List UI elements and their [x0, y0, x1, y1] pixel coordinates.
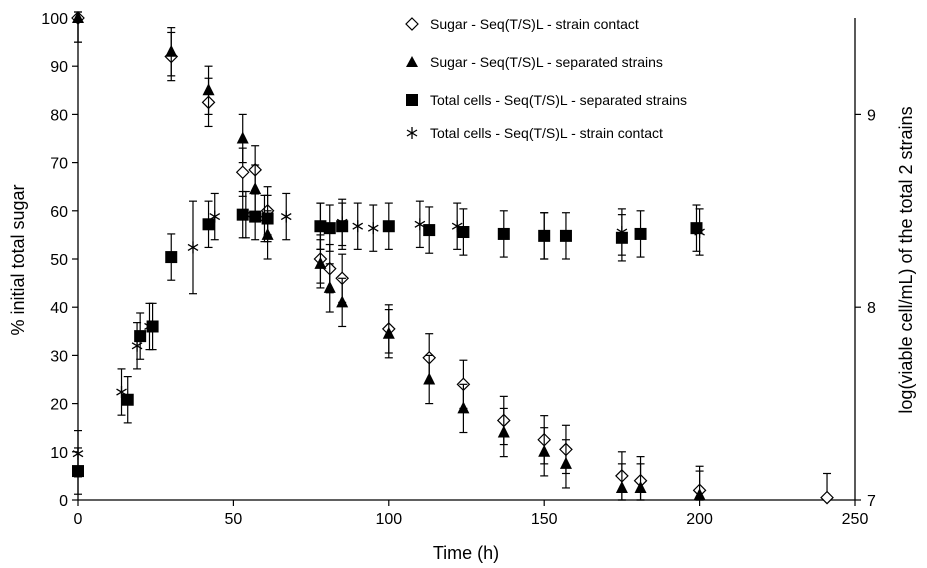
y2-tick-label: 9	[867, 107, 876, 124]
y2-ticks: 7 8 9	[855, 107, 876, 510]
asterisk-marker	[187, 241, 199, 254]
triangle-marker	[165, 44, 178, 57]
y2-axis-title: log(viable cell/mL) of the total 2 strai…	[896, 106, 916, 413]
asterisk-marker	[240, 208, 252, 221]
asterisk-marker	[72, 447, 84, 460]
x-tick-label: 50	[225, 511, 243, 528]
series-layer	[71, 11, 834, 505]
asterisk-marker	[116, 386, 127, 399]
asterisk-marker	[144, 320, 155, 333]
square-marker	[134, 330, 147, 343]
square-marker	[249, 210, 262, 223]
legend-label-sugar-separated: Sugar - Seq(T/S)L - separated strains	[430, 54, 663, 70]
triangle-marker	[559, 456, 572, 469]
triangle-marker	[615, 480, 628, 493]
y-tick-label: 40	[50, 300, 68, 317]
y-tick-label: 80	[50, 107, 68, 124]
asterisk-marker	[616, 226, 628, 239]
legend-marker-cells-separated	[406, 94, 418, 106]
x-ticks: 0 50 100 150 200 250	[74, 500, 869, 528]
legend-marker-sugar-contact	[405, 17, 419, 31]
triangle-marker	[314, 256, 327, 269]
asterisk-marker	[209, 210, 221, 223]
triangle-marker	[249, 182, 262, 195]
diamond-marker	[235, 165, 250, 180]
series-2	[72, 190, 703, 495]
triangle-marker	[323, 280, 336, 293]
asterisk-marker	[694, 226, 705, 239]
y-tick-label: 60	[50, 204, 68, 221]
square-marker	[559, 229, 572, 242]
series-0	[71, 11, 834, 505]
asterisk-marker	[259, 212, 270, 225]
legend-marker-cells-contact	[406, 127, 418, 139]
y-tick-label: 30	[50, 348, 68, 365]
legend: Sugar - Seq(T/S)L - strain contact Sugar…	[405, 16, 687, 141]
square-marker	[423, 224, 436, 237]
x-tick-label: 150	[531, 511, 558, 528]
asterisk-marker	[367, 222, 379, 235]
legend-marker-sugar-separated	[406, 56, 418, 67]
triangle-marker	[497, 425, 510, 438]
y-tick-label: 90	[50, 59, 68, 76]
y-tick-label: 100	[41, 11, 68, 28]
y-ticks: 0 10 20 30 40 50 60 70 80 90 100	[41, 11, 78, 510]
y-tick-label: 50	[50, 252, 68, 269]
triangle-marker	[382, 326, 395, 339]
y-tick-label: 70	[50, 156, 68, 173]
asterisk-marker	[352, 220, 364, 233]
plot-area	[77, 18, 856, 501]
asterisk-marker	[451, 220, 463, 233]
triangle-marker	[457, 401, 470, 414]
asterisk-marker	[414, 218, 426, 231]
square-marker	[497, 227, 510, 240]
triangle-marker	[423, 372, 436, 385]
square-marker	[457, 226, 470, 239]
square-marker	[382, 220, 395, 233]
x-tick-label: 0	[74, 511, 83, 528]
x-tick-label: 200	[686, 511, 713, 528]
legend-label-sugar-contact: Sugar - Seq(T/S)L - strain contact	[430, 16, 639, 32]
triangle-marker	[693, 488, 706, 501]
y-tick-label: 10	[50, 445, 68, 462]
series-3	[72, 190, 705, 478]
y2-tick-label: 7	[867, 493, 876, 510]
square-marker	[165, 251, 178, 264]
triangle-marker	[336, 295, 349, 308]
square-marker	[121, 393, 134, 406]
asterisk-marker	[336, 216, 348, 229]
asterisk-marker	[315, 220, 326, 233]
triangle-marker	[236, 131, 249, 144]
y2-tick-label: 8	[867, 300, 876, 317]
square-marker	[323, 222, 336, 235]
triangle-marker	[72, 11, 84, 23]
triangle-marker	[634, 480, 647, 493]
legend-label-cells-contact: Total cells - Seq(T/S)L - strain contact	[430, 125, 663, 141]
legend-label-cells-separated: Total cells - Seq(T/S)L - separated stra…	[430, 92, 687, 108]
x-tick-label: 100	[375, 511, 402, 528]
y-axis-title: % initial total sugar	[8, 184, 28, 335]
triangle-marker	[538, 444, 551, 457]
square-marker	[634, 227, 647, 240]
y-tick-label: 0	[59, 493, 68, 510]
x-axis-title: Time (h)	[433, 543, 499, 563]
asterisk-marker	[131, 339, 143, 352]
asterisk-marker	[538, 229, 550, 242]
y-tick-label: 20	[50, 397, 68, 414]
triangle-marker	[202, 83, 215, 96]
asterisk-marker	[280, 210, 292, 223]
x-tick-label: 250	[842, 511, 869, 528]
diamond-marker	[820, 490, 834, 505]
square-marker	[202, 218, 215, 231]
